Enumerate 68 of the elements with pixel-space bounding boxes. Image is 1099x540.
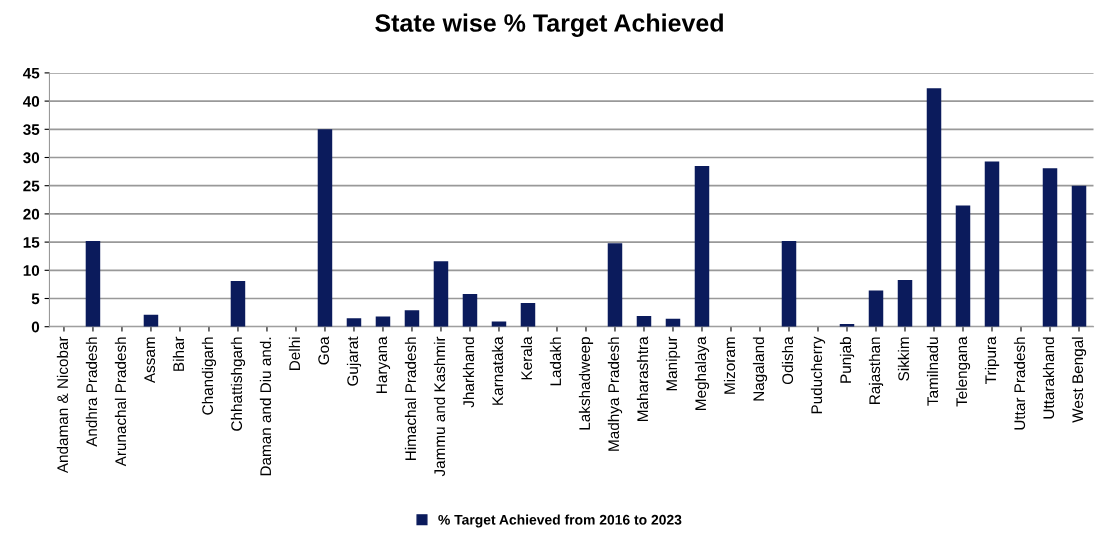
bar — [462, 293, 478, 327]
x-tick-label: Andaman & Nicobar — [56, 336, 69, 474]
x-tick-label: Andhra Pradesh — [85, 337, 98, 447]
x-tick-label: Goa — [318, 336, 330, 365]
x-tick-label: Himachal Pradesh — [404, 337, 417, 460]
x-tick-label: Kerala — [520, 336, 533, 380]
y-tick-label: 45 — [22, 67, 40, 79]
x-tick-label: Maharashtra — [636, 336, 649, 421]
x-tick-label: Tamilnadu — [926, 337, 939, 406]
bar — [955, 205, 971, 327]
y-tick-label: 25 — [23, 180, 40, 192]
x-tick-label: Meghalaya — [694, 336, 710, 410]
x-tick-label: Bihar — [172, 336, 185, 371]
x-tick-label: Uttar Pradesh — [1013, 337, 1026, 430]
x-tick-label: Haryana — [376, 336, 391, 393]
x-tick-label: Ladakh — [549, 337, 562, 386]
bar — [694, 165, 710, 327]
bar — [85, 240, 101, 327]
x-tick-label: Mizoram — [723, 337, 736, 394]
x-tick-label: Assam — [144, 337, 156, 384]
bar — [868, 290, 884, 327]
bar — [520, 303, 536, 327]
bar — [636, 315, 652, 327]
x-tick-label: Karnataka — [491, 336, 504, 405]
x-tick-label: Daman and Diu and. — [259, 337, 272, 476]
x-tick-label: Puducherry — [810, 336, 826, 414]
x-tick-label: Chhattishgarh — [230, 337, 246, 431]
y-tick-label: 15 — [23, 237, 40, 248]
x-tick-label: Jharkhand — [462, 337, 475, 408]
y-tick-label: 30 — [23, 152, 40, 164]
bar — [607, 243, 623, 327]
x-tick-label: Madhya Pradesh — [607, 337, 623, 451]
bar — [926, 88, 942, 327]
bar — [984, 161, 1000, 327]
x-tick-label: Chandigarh — [201, 337, 217, 415]
x-tick-label: Gujarat — [346, 336, 362, 386]
bar — [781, 240, 797, 327]
bar — [346, 318, 362, 327]
x-tick-label: Uttarakhand — [1042, 337, 1055, 419]
x-tick-label: Telengana — [955, 336, 971, 407]
bar — [1042, 168, 1058, 327]
bar — [230, 281, 246, 327]
x-tick-label: Odisha — [781, 336, 794, 385]
x-tick-label: Delhi — [288, 337, 301, 370]
x-tick-label: Jammu and Kashmir — [433, 336, 446, 477]
x-tick-label: Manipur — [665, 336, 681, 391]
chart-title: State wise % Target Achieved — [375, 13, 723, 37]
y-tick-label: 0 — [31, 321, 40, 333]
bar — [897, 279, 913, 327]
x-tick-label: Rajasthan — [868, 337, 884, 404]
x-tick-label: Nagaland — [752, 337, 768, 401]
y-tick-label: 5 — [31, 293, 40, 305]
bar — [433, 261, 449, 327]
bar — [143, 314, 159, 327]
x-tick-label: Lakshadweep — [578, 337, 594, 430]
x-tick-label: Punjab — [839, 337, 855, 383]
bar — [1071, 185, 1087, 327]
y-tick-label: 10 — [23, 265, 40, 276]
y-tick-label: 40 — [22, 95, 40, 107]
bar — [317, 129, 333, 327]
x-tick-label: Arunachal Pradesh — [114, 337, 127, 467]
x-tick-label: West Bengal — [1071, 337, 1087, 423]
y-tick-label: 20 — [23, 208, 40, 220]
x-tick-label: Tripura — [984, 336, 1000, 384]
legend-label: % Target Achieved from 2016 to 2023 — [438, 514, 682, 528]
bar — [404, 310, 420, 327]
x-tick-label: Sikkim — [897, 337, 910, 381]
y-tick-label: 35 — [23, 124, 40, 136]
